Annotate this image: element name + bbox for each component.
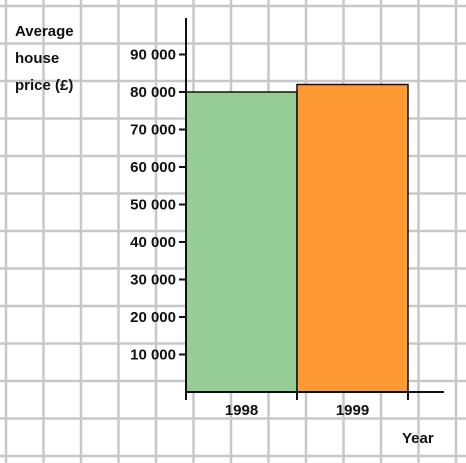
x-tick-label-1998: 1998	[225, 402, 258, 419]
x-tick-labels: 1998 1999	[225, 402, 369, 419]
y-axis-title-line: house	[15, 50, 59, 67]
axes-group	[179, 18, 444, 400]
y-tick-label: 70 000	[130, 122, 176, 139]
y-tick-label: 80 000	[130, 84, 176, 101]
y-axis-title-line: price (£)	[15, 77, 73, 94]
y-tick-label: 20 000	[130, 309, 176, 326]
x-tick-label-1999: 1999	[336, 402, 369, 419]
x-axis-title: Year	[402, 430, 434, 447]
bar-1999	[296, 83, 409, 393]
y-tick-label: 40 000	[130, 234, 176, 251]
y-tick-labels: 10 000 20 000 30 000 40 000 50 000 60 000 70 0…	[130, 47, 176, 364]
y-axis-title-line: Average	[15, 23, 74, 40]
y-tick-label: 10 000	[130, 347, 176, 364]
y-tick-label: 90 000	[130, 47, 176, 64]
y-axis-title: Average house price (£)	[15, 23, 74, 94]
bar-1998	[185, 91, 298, 393]
bars-group	[185, 83, 409, 393]
y-tick-label: 30 000	[130, 272, 176, 289]
y-tick-label: 50 000	[130, 197, 176, 214]
y-tick-label: 60 000	[130, 159, 176, 176]
